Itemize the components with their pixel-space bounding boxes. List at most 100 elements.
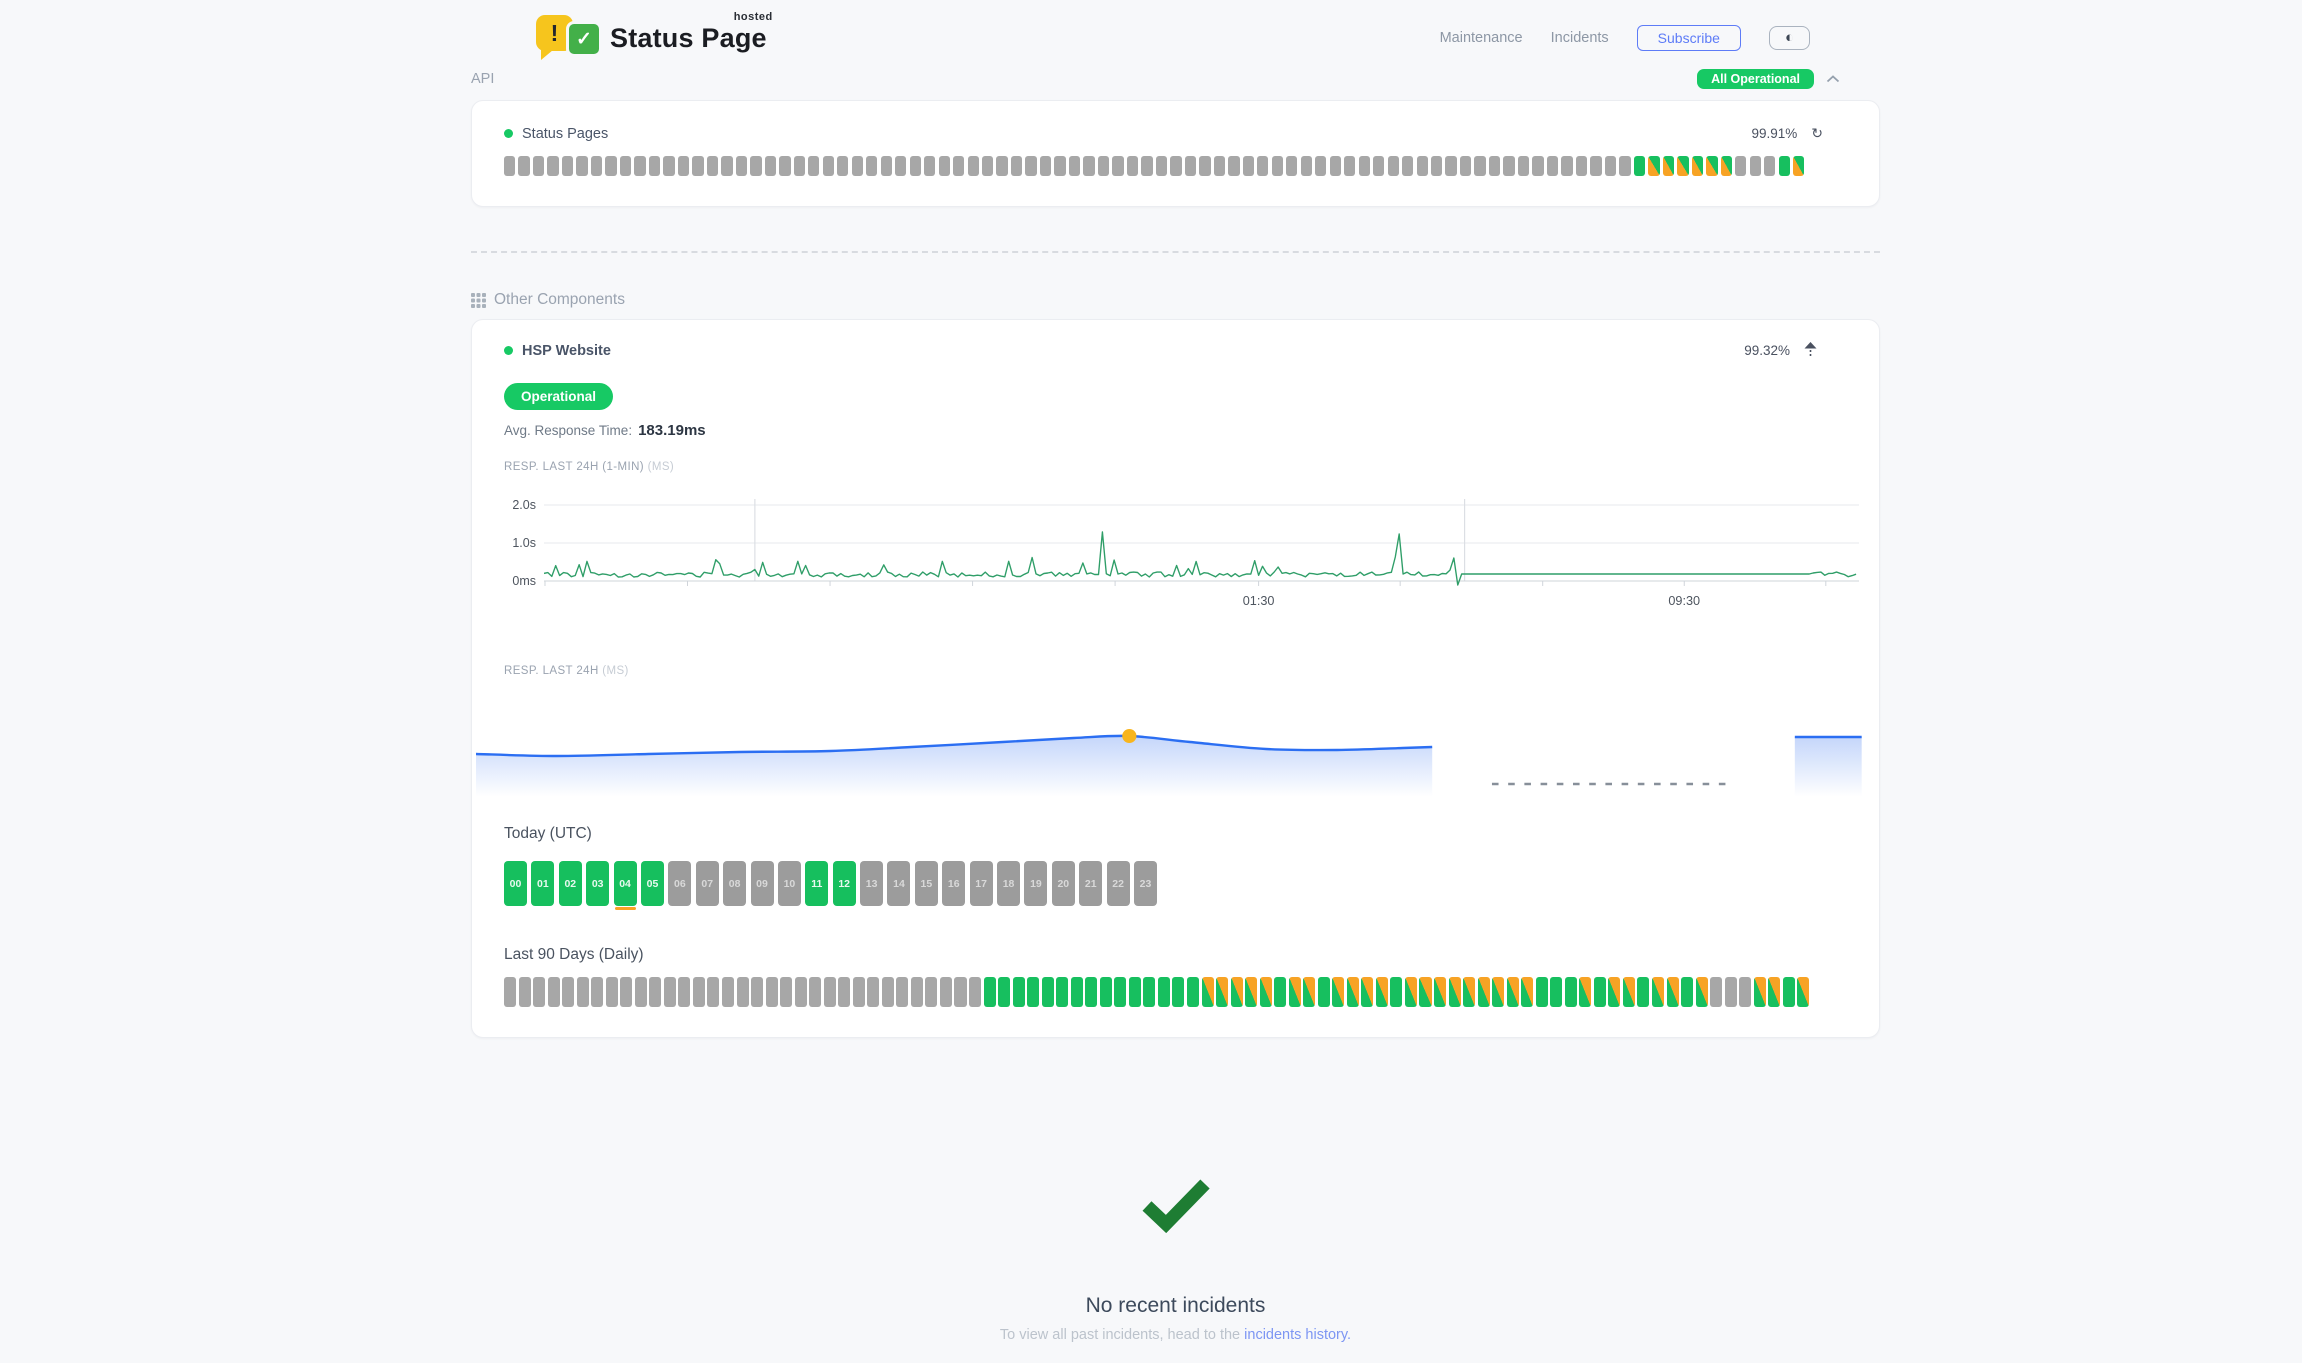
uptime-bar[interactable] bbox=[1706, 156, 1718, 176]
uptime-bar[interactable] bbox=[808, 156, 820, 176]
chevron-up-icon[interactable] bbox=[1826, 75, 1840, 83]
uptime-bar[interactable] bbox=[1213, 156, 1226, 176]
uptime-bar[interactable] bbox=[735, 156, 748, 176]
hour-block-00[interactable]: 00 bbox=[504, 861, 527, 906]
uptime-bar[interactable] bbox=[751, 977, 764, 1007]
uptime-bar[interactable] bbox=[1564, 977, 1577, 1007]
uptime-bar[interactable] bbox=[1419, 977, 1432, 1007]
uptime-bar[interactable] bbox=[663, 977, 676, 1007]
uptime-bar[interactable] bbox=[764, 156, 777, 176]
uptime-bar[interactable] bbox=[518, 156, 530, 176]
hour-block-22[interactable]: 22 bbox=[1106, 861, 1130, 906]
hour-block-01[interactable]: 01 bbox=[531, 861, 555, 906]
uptime-bar[interactable] bbox=[1041, 977, 1054, 1007]
hour-block-12[interactable]: 12 bbox=[832, 861, 856, 906]
uptime-bar[interactable] bbox=[1793, 156, 1805, 176]
uptime-bar[interactable] bbox=[1477, 977, 1490, 1007]
uptime-bar[interactable] bbox=[619, 156, 632, 176]
uptime-bar[interactable] bbox=[1083, 156, 1095, 176]
uptime-bar[interactable] bbox=[1358, 156, 1370, 176]
uptime-bar[interactable] bbox=[678, 977, 691, 1007]
uptime-bar[interactable] bbox=[1753, 977, 1766, 1007]
uptime-bar[interactable] bbox=[1532, 156, 1544, 176]
uptime-bar[interactable] bbox=[1172, 977, 1185, 1007]
uptime-bar[interactable] bbox=[1114, 977, 1127, 1007]
uptime-bar[interactable] bbox=[1561, 156, 1573, 176]
uptime-bar[interactable] bbox=[1390, 977, 1403, 1007]
uptime-bar[interactable] bbox=[677, 156, 690, 176]
uptime-bar[interactable] bbox=[1735, 156, 1747, 176]
uptime-bar[interactable] bbox=[605, 977, 618, 1007]
uptime-bar[interactable] bbox=[1590, 156, 1602, 176]
uptime-bar[interactable] bbox=[1517, 156, 1530, 176]
uptime-bar[interactable] bbox=[1286, 156, 1298, 176]
uptime-bar[interactable] bbox=[1579, 977, 1592, 1007]
hour-block-14[interactable]: 14 bbox=[887, 861, 911, 906]
uptime-bar[interactable] bbox=[1633, 156, 1646, 176]
uptime-bar[interactable] bbox=[1710, 977, 1723, 1007]
uptime-bar[interactable] bbox=[794, 977, 807, 1007]
uptime-bar[interactable] bbox=[1768, 977, 1781, 1007]
uptime-bar[interactable] bbox=[1288, 977, 1301, 1007]
hour-block-06[interactable]: 06 bbox=[668, 861, 692, 906]
uptime-bar[interactable] bbox=[1097, 156, 1110, 176]
uptime-bar[interactable] bbox=[1068, 156, 1081, 176]
refresh-icon[interactable]: ↻ bbox=[1811, 125, 1823, 141]
uptime-bar[interactable] bbox=[1782, 977, 1795, 1007]
uptime-bar[interactable] bbox=[1143, 977, 1156, 1007]
uptime-bar[interactable] bbox=[1025, 156, 1037, 176]
uptime-bar[interactable] bbox=[910, 977, 923, 1007]
uptime-bar[interactable] bbox=[1691, 156, 1704, 176]
hour-block-03[interactable]: 03 bbox=[586, 861, 610, 906]
uptime-bar[interactable] bbox=[851, 156, 863, 176]
uptime-bar[interactable] bbox=[1677, 156, 1689, 176]
uptime-bar[interactable] bbox=[1608, 977, 1621, 1007]
uptime-bar[interactable] bbox=[1402, 156, 1414, 176]
uptime-bar[interactable] bbox=[1300, 156, 1312, 176]
uptime-bar[interactable] bbox=[1749, 156, 1761, 176]
hour-block-17[interactable]: 17 bbox=[969, 861, 993, 906]
uptime-bar[interactable] bbox=[1739, 977, 1752, 1007]
uptime-bar[interactable] bbox=[1720, 156, 1732, 176]
uptime-bar[interactable] bbox=[1463, 977, 1476, 1007]
uptime-bar[interactable] bbox=[1431, 156, 1443, 176]
uptime-bar[interactable] bbox=[1259, 977, 1272, 1007]
uptime-bar[interactable] bbox=[1274, 977, 1287, 1007]
subscribe-button[interactable]: Subscribe bbox=[1636, 25, 1741, 51]
uptime-bar[interactable] bbox=[547, 977, 560, 1007]
uptime-bar[interactable] bbox=[1764, 156, 1776, 176]
uptime-bar[interactable] bbox=[1346, 977, 1359, 1007]
uptime-bar[interactable] bbox=[953, 156, 965, 176]
uptime-bar[interactable] bbox=[765, 977, 778, 1007]
uptime-bar[interactable] bbox=[867, 977, 880, 1007]
uptime-bar[interactable] bbox=[1448, 977, 1461, 1007]
uptime-bar[interactable] bbox=[1201, 977, 1214, 1007]
uptime-bar[interactable] bbox=[1112, 156, 1124, 176]
hour-block-09[interactable]: 09 bbox=[750, 861, 774, 906]
hour-block-11[interactable]: 11 bbox=[805, 861, 829, 906]
uptime-bar[interactable] bbox=[504, 977, 517, 1007]
uptime-bars[interactable] bbox=[504, 156, 1805, 176]
hour-block-07[interactable]: 07 bbox=[695, 861, 719, 906]
uptime-bar[interactable] bbox=[881, 977, 894, 1007]
uptime-bar[interactable] bbox=[692, 977, 705, 1007]
uptime-bar[interactable] bbox=[895, 156, 907, 176]
uptime-bar[interactable] bbox=[1230, 977, 1243, 1007]
uptime-bar[interactable] bbox=[1303, 977, 1316, 1007]
uptime-bar[interactable] bbox=[838, 977, 851, 1007]
response-daily-chart[interactable] bbox=[476, 709, 1862, 799]
hour-block-05[interactable]: 05 bbox=[640, 861, 664, 906]
uptime-bar[interactable] bbox=[634, 156, 646, 176]
uptime-bar[interactable] bbox=[1445, 156, 1457, 176]
uptime-bar[interactable] bbox=[954, 977, 967, 1007]
uptime-bar[interactable] bbox=[533, 977, 546, 1007]
uptime-bar[interactable] bbox=[1027, 977, 1040, 1007]
uptime-bar[interactable] bbox=[837, 156, 849, 176]
uptime-bar[interactable] bbox=[1622, 977, 1635, 1007]
uptime-bar[interactable] bbox=[1375, 977, 1388, 1007]
hour-block-02[interactable]: 02 bbox=[558, 861, 582, 906]
uptime-bar[interactable] bbox=[736, 977, 749, 1007]
uptime-bar[interactable] bbox=[1797, 977, 1810, 1007]
uptime-bar[interactable] bbox=[1012, 977, 1025, 1007]
uptime-bar[interactable] bbox=[852, 977, 865, 1007]
